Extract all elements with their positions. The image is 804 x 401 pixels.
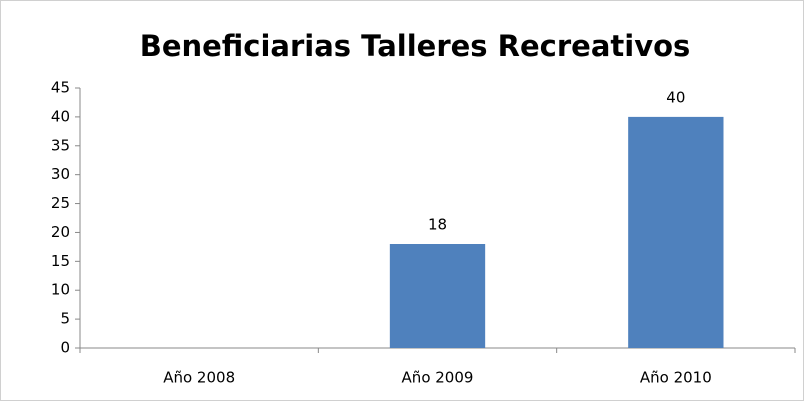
y-tick-label: 20 xyxy=(51,223,70,241)
x-tick-label: Año 2009 xyxy=(402,369,474,387)
y-tick-label: 35 xyxy=(51,136,70,154)
bar xyxy=(628,116,724,348)
y-tick-label: 0 xyxy=(60,339,70,357)
chart-title: Beneficiarias Talleres Recreativos xyxy=(140,29,691,63)
y-tick-label: 5 xyxy=(60,310,70,328)
data-label: 18 xyxy=(428,216,447,234)
bar xyxy=(389,244,486,348)
y-tick-label: 40 xyxy=(51,107,70,125)
y-tick-label: 30 xyxy=(51,165,70,183)
y-tick-label: 10 xyxy=(51,281,70,299)
y-tick-label: 15 xyxy=(51,252,70,270)
y-tick-label: 25 xyxy=(51,194,70,212)
data-label: 40 xyxy=(666,88,685,106)
x-tick-label: Año 2008 xyxy=(163,369,235,387)
x-tick-label: Año 2010 xyxy=(640,369,712,387)
y-tick-label: 45 xyxy=(51,79,70,97)
